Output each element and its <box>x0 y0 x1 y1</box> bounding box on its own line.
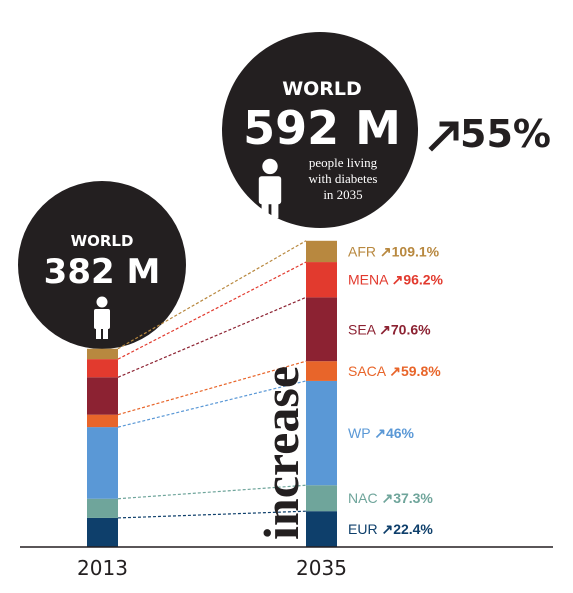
bubble-caption-line: people living <box>309 155 378 170</box>
increase-label: increase <box>253 366 309 540</box>
bar-segment-sea-2013 <box>87 377 118 415</box>
bubble-caption-line: in 2035 <box>323 187 362 202</box>
region-labels: EUR ↗22.4% NAC ↗37.3% WP ↗46% SACA ↗59.8% SE… <box>348 243 444 537</box>
bar-segment-afr-2013 <box>87 348 118 360</box>
bar-segment-wp-2013 <box>87 427 118 499</box>
region-label-saca: SACA ↗59.8% <box>348 363 441 379</box>
bubble-title: WORLD <box>282 78 362 100</box>
bar-segment-nac-2035 <box>306 485 337 512</box>
up-arrow-icon: ↗ <box>380 243 392 259</box>
bubble-caption-line: with diabetes <box>309 171 378 186</box>
connector-saca <box>117 360 307 416</box>
bubble-title: WORLD <box>71 232 134 250</box>
bar-segment-mena-2035 <box>306 262 337 298</box>
bar-segment-eur-2035 <box>306 511 337 547</box>
region-label-afr: AFR ↗109.1% <box>348 243 440 259</box>
region-label-wp: WP ↗46% <box>348 425 415 441</box>
bar-segment-eur-2013 <box>87 517 118 547</box>
bar-segment-sea-2035 <box>306 297 337 362</box>
connector-eur <box>117 510 307 519</box>
bubble-value: 382 M <box>44 252 161 292</box>
up-arrow-icon: ↗ <box>374 425 386 441</box>
x-tick-label: 2035 <box>296 556 347 580</box>
total-change-value: 55% <box>460 112 551 156</box>
x-tick-label: 2013 <box>77 556 128 580</box>
bar-segment-saca-2013 <box>87 414 118 428</box>
region-label-mena: MENA ↗96.2% <box>348 272 444 288</box>
region-label-eur: EUR ↗22.4% <box>348 521 433 537</box>
person-icon <box>94 296 110 339</box>
bar-segment-afr-2035 <box>306 240 337 263</box>
up-arrow-icon <box>428 121 459 152</box>
connector-afr <box>117 240 307 350</box>
connector-sea <box>117 296 307 378</box>
bar-segment-saca-2035 <box>306 361 337 381</box>
person-icon <box>258 158 282 219</box>
up-arrow-icon: ↗ <box>392 272 404 288</box>
connector-wp <box>117 380 307 428</box>
region-label-sea: SEA ↗70.6% <box>348 321 431 337</box>
bar-segment-wp-2035 <box>306 380 337 486</box>
bar-segment-mena-2013 <box>87 359 118 378</box>
stacked-bars: 2013 2035 <box>77 240 347 580</box>
bubble-value: 592 M <box>243 101 401 155</box>
connector-mena <box>117 261 307 360</box>
total-change: 55% <box>428 112 551 156</box>
connector-nac <box>117 484 307 500</box>
up-arrow-icon: ↗ <box>381 521 393 537</box>
bar-segment-nac-2013 <box>87 498 118 518</box>
up-arrow-icon: ↗ <box>389 363 401 379</box>
up-arrow-icon: ↗ <box>381 490 393 506</box>
bubble-2013: WORLD 382 M <box>18 181 186 349</box>
connector-lines <box>117 240 307 519</box>
region-label-nac: NAC ↗37.3% <box>348 490 433 506</box>
up-arrow-icon: ↗ <box>379 321 391 337</box>
